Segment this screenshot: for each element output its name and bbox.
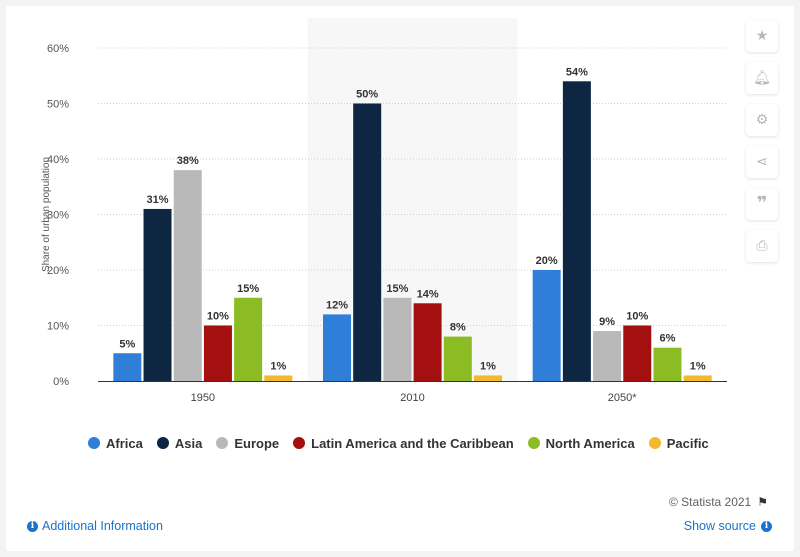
legend-marker (88, 437, 100, 449)
legend-item[interactable]: Latin America and the Caribbean (293, 436, 514, 451)
notification-button[interactable]: 🔔︎ (746, 62, 778, 94)
side-toolbar: ★ 🔔︎ ⚙ ⋖ ❞ ⎙ (746, 20, 778, 272)
data-label: 1% (270, 360, 286, 372)
bar-chart: 0% 10% 20% 30% 40% 50% 60% Share of urban popul… (41, 18, 727, 404)
bar[interactable] (173, 170, 202, 381)
bar[interactable] (653, 347, 682, 381)
print-button[interactable]: ⎙ (746, 230, 778, 262)
legend-item[interactable]: Europe (216, 436, 279, 451)
y-tick-label: 40% (47, 154, 69, 166)
gear-icon: ⚙ (755, 112, 769, 128)
data-label: 15% (237, 283, 259, 295)
additional-information-label: Additional Information (42, 519, 163, 533)
additional-information-link[interactable]: i Additional Information (27, 519, 163, 533)
flag-icon[interactable]: ⚑ (757, 495, 768, 509)
data-label: 10% (626, 311, 648, 323)
x-tick-label: 1950 (191, 392, 215, 404)
favorite-button[interactable]: ★ (746, 20, 778, 52)
legend-item[interactable]: Asia (156, 435, 203, 451)
y-tick-label: 20% (47, 265, 69, 277)
bar[interactable] (623, 325, 652, 382)
bar[interactable] (474, 375, 502, 381)
data-label: 14% (417, 288, 439, 300)
bar[interactable] (203, 325, 232, 382)
info-icon: i (761, 520, 772, 532)
y-axis-label: Share of urban population (41, 157, 52, 272)
legend-label: Europe (234, 435, 280, 451)
y-tick-label: 10% (47, 321, 69, 333)
bar[interactable] (143, 208, 172, 381)
legend-item[interactable]: Pacific (648, 435, 709, 451)
bar[interactable] (532, 270, 561, 381)
legend-label: Africa (106, 435, 143, 451)
x-tick-label: 2050* (608, 392, 637, 404)
data-label: 8% (450, 322, 466, 334)
bar[interactable] (113, 353, 142, 381)
bar[interactable] (323, 314, 351, 381)
bar[interactable] (683, 375, 712, 381)
data-label: 54% (566, 66, 588, 78)
bar[interactable] (562, 81, 591, 382)
data-label: 1% (480, 360, 496, 372)
y-tick-label: 60% (47, 43, 69, 55)
data-label: 5% (119, 338, 135, 350)
data-label: 15% (386, 283, 408, 295)
credit-text: © Statista 2021 (669, 495, 752, 509)
data-label: 12% (326, 299, 348, 311)
credit: © Statista 2021 ⚑ (669, 495, 768, 509)
quote-icon: ❞ (756, 193, 768, 214)
chart-card: 0% 10% 20% 30% 40% 50% 60% Share of urban popul… (6, 6, 794, 551)
data-label: 38% (177, 155, 199, 167)
legend-marker (156, 437, 169, 449)
star-icon: ★ (755, 28, 769, 44)
share-icon: ⋖ (756, 154, 768, 170)
y-tick-label: 50% (47, 99, 69, 111)
legend-label: Latin America and the Caribbean (311, 435, 514, 451)
legend-marker (216, 437, 229, 449)
bar[interactable] (353, 103, 382, 382)
x-tick-label: 2010 (400, 392, 424, 404)
legend-item[interactable]: Africa (88, 436, 143, 451)
bar[interactable] (234, 297, 263, 381)
bar[interactable] (413, 303, 442, 381)
bar[interactable] (593, 331, 622, 381)
legend-item[interactable]: North America (527, 435, 635, 451)
data-label: 50% (356, 89, 378, 101)
y-tick-label: 30% (47, 210, 69, 222)
y-tick-label: 0% (53, 376, 69, 388)
legend-label: North America (545, 435, 635, 451)
legend-label: Pacific (666, 435, 709, 451)
legend-marker (527, 437, 540, 449)
bar[interactable] (264, 375, 293, 381)
legend-marker (293, 437, 306, 449)
data-label: 20% (536, 255, 558, 267)
bar[interactable] (383, 297, 412, 381)
settings-button[interactable]: ⚙ (746, 104, 778, 136)
legend: Africa Asia Europe Latin America and the Ca… (88, 434, 723, 452)
data-label: 10% (207, 311, 229, 323)
bell-icon: 🔔︎ (753, 70, 771, 86)
legend-label: Asia (174, 435, 203, 451)
print-icon: ⎙ (756, 238, 768, 254)
bar[interactable] (443, 336, 472, 381)
data-label: 9% (599, 316, 615, 328)
legend-marker (648, 437, 661, 449)
data-label: 6% (660, 333, 676, 345)
share-button[interactable]: ⋖ (746, 146, 778, 178)
info-icon: i (27, 520, 38, 532)
show-source-label: Show source (683, 519, 756, 533)
cite-button[interactable]: ❞ (746, 188, 778, 220)
data-label: 31% (147, 194, 169, 206)
show-source-link[interactable]: Show source i (684, 519, 772, 533)
data-label: 1% (690, 360, 706, 372)
